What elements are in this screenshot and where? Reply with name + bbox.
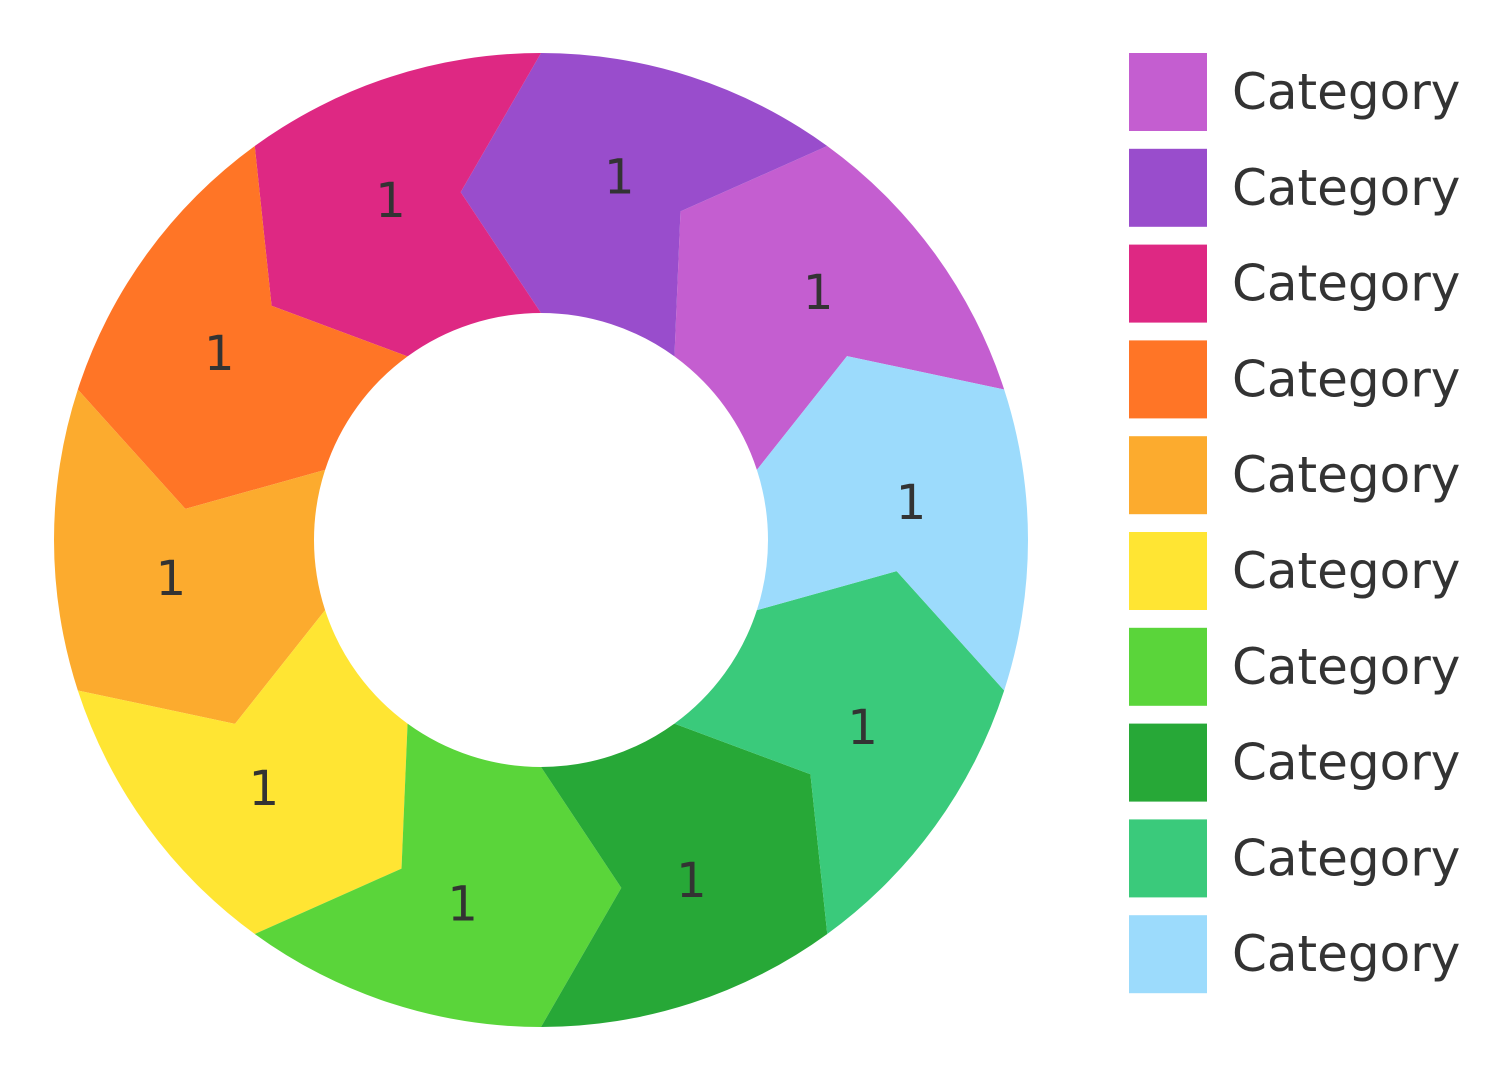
- legend-label: Category: [1232, 255, 1460, 313]
- legend-label: Category: [1232, 159, 1460, 217]
- legend-label: Category: [1232, 542, 1460, 600]
- slice-value-label: 1: [896, 475, 927, 531]
- legend-swatch: [1129, 53, 1207, 131]
- legend-swatch: [1129, 340, 1207, 419]
- donut-slices: [54, 53, 1029, 1027]
- legend-item: Category: [1129, 915, 1460, 994]
- legend-label: Category: [1232, 925, 1460, 983]
- legend-swatch: [1129, 915, 1207, 994]
- donut-slice: [674, 571, 1005, 934]
- donut-slice: [54, 389, 326, 724]
- legend-item: Category: [1129, 532, 1460, 610]
- legend-item: Category: [1129, 627, 1460, 706]
- donut-slice: [77, 610, 408, 934]
- legend-item: Category: [1129, 148, 1460, 227]
- legend-label: Category: [1232, 734, 1460, 792]
- legend-item: Category: [1129, 436, 1460, 515]
- legend-swatch: [1129, 436, 1207, 515]
- donut-slice: [541, 723, 828, 1027]
- legend-item: Category: [1129, 53, 1460, 131]
- legend: Category Category Category Category Category…: [1129, 53, 1460, 994]
- legend-item: Category: [1129, 244, 1460, 323]
- slice-value-label: 1: [375, 173, 406, 229]
- legend-swatch: [1129, 244, 1207, 323]
- legend-item: Category: [1129, 723, 1460, 802]
- donut-slice: [77, 146, 408, 509]
- slice-value-label: 1: [604, 149, 635, 205]
- slice-value-label: 1: [676, 853, 707, 909]
- legend-swatch: [1129, 148, 1207, 227]
- legend-item: Category: [1129, 819, 1460, 898]
- donut-slice: [460, 53, 828, 357]
- legend-label: Category: [1232, 829, 1460, 887]
- legend-label: Category: [1232, 350, 1460, 408]
- legend-swatch: [1129, 819, 1207, 898]
- slice-value-label: 1: [156, 551, 187, 607]
- slice-value-labels: 1 1 1 1 1 1 1 1 1 1: [156, 149, 927, 932]
- donut-slice: [756, 356, 1029, 691]
- legend-label: Category: [1232, 63, 1460, 121]
- donut-slice: [254, 53, 541, 357]
- slice-value-label: 1: [847, 700, 878, 756]
- slice-value-label: 1: [204, 326, 235, 382]
- slice-value-label: 1: [803, 265, 834, 321]
- slice-value-label: 1: [249, 761, 280, 817]
- legend-item: Category: [1129, 340, 1460, 419]
- slice-value-label: 1: [447, 877, 478, 933]
- legend-label: Category: [1232, 638, 1460, 696]
- legend-swatch: [1129, 723, 1207, 802]
- donut-slice: [254, 723, 622, 1027]
- donut-slice: [674, 146, 1005, 470]
- legend-label: Category: [1232, 446, 1460, 504]
- legend-swatch: [1129, 532, 1207, 610]
- legend-swatch: [1129, 627, 1207, 706]
